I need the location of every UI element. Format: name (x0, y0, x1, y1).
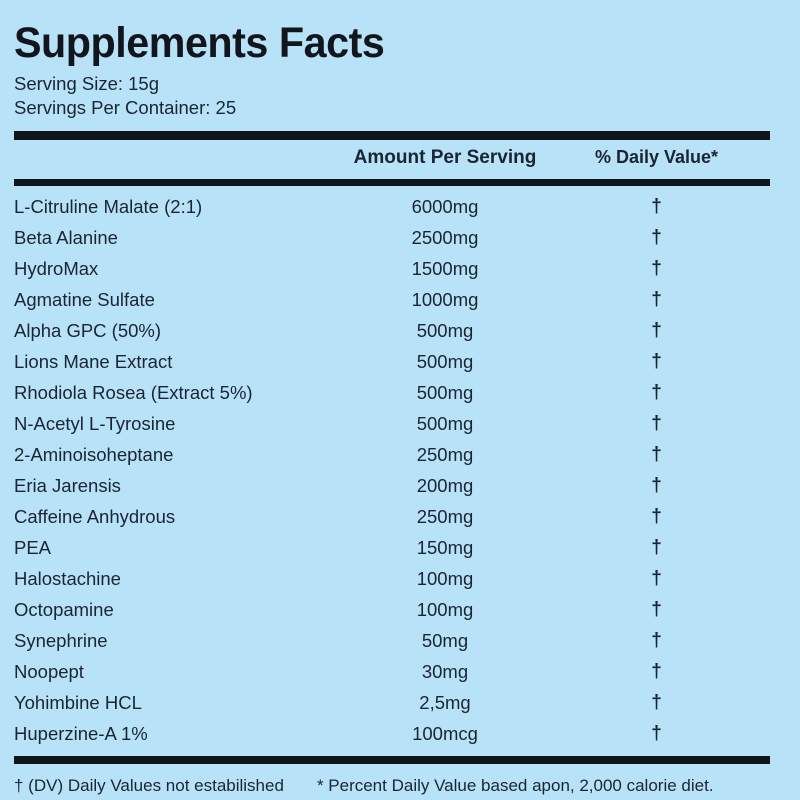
ingredient-row: Eria Jarensis 200mg † (14, 471, 770, 502)
ingredient-row: Beta Alanine 2500mg † (14, 223, 770, 254)
ingredient-list: L-Citruline Malate (2:1) 6000mg † Beta Alan… (14, 186, 770, 750)
ingredient-name: Noopept (14, 661, 84, 683)
ingredient-amount: 50mg (421, 630, 469, 652)
ingredient-amount: 250mg (416, 506, 474, 528)
ingredient-name: Eria Jarensis (14, 475, 121, 497)
ingredient-amount: 500mg (416, 351, 474, 373)
ingredient-daily-value: † (651, 227, 662, 249)
footnote-dagger: † (DV) Daily Values not estabilished (14, 775, 284, 795)
ingredient-name: Octopamine (14, 599, 114, 621)
ingredient-row: Huperzine-A 1% 100mcg † (14, 719, 770, 750)
serving-size-line: Serving Size: 15g (14, 73, 160, 94)
ingredient-daily-value: † (651, 692, 662, 714)
ingredient-name: Beta Alanine (14, 227, 118, 249)
column-header-amount-per-serving: Amount Per Serving (353, 146, 537, 168)
ingredient-row: HydroMax 1500mg † (14, 254, 770, 285)
ingredient-daily-value: † (651, 351, 662, 373)
ingredient-row: L-Citruline Malate (2:1) 6000mg † (14, 192, 770, 223)
ingredient-amount: 500mg (416, 382, 474, 404)
ingredient-name: Huperzine-A 1% (14, 723, 148, 745)
ingredient-amount: 100mg (416, 599, 474, 621)
rule-above-column-headers (14, 130, 770, 140)
ingredient-amount: 250mg (416, 444, 474, 466)
ingredient-name: Halostachine (14, 568, 121, 590)
ingredient-daily-value: † (651, 258, 662, 280)
ingredient-name: 2-Aminoisoheptane (14, 444, 174, 466)
rule-below-column-headers (14, 178, 770, 186)
footnote-row: † (DV) Daily Values not estabilished * P… (14, 764, 770, 796)
ingredient-row: 2-Aminoisoheptane 250mg † (14, 440, 770, 471)
ingredient-row: Halostachine 100mg † (14, 564, 770, 595)
ingredient-amount: 500mg (416, 320, 474, 342)
ingredient-row: Octopamine 100mg † (14, 595, 770, 626)
ingredient-daily-value: † (651, 568, 662, 590)
ingredient-daily-value: † (651, 506, 662, 528)
ingredient-row: N-Acetyl L-Tyrosine 500mg † (14, 409, 770, 440)
ingredient-amount: 500mg (416, 413, 474, 435)
ingredient-amount: 2,5mg (419, 692, 471, 714)
ingredient-daily-value: † (651, 289, 662, 311)
ingredient-amount: 150mg (416, 537, 474, 559)
ingredient-amount: 100mg (416, 568, 474, 590)
ingredient-row: Synephrine 50mg † (14, 626, 770, 657)
ingredient-daily-value: † (651, 444, 662, 466)
ingredient-name: HydroMax (14, 258, 99, 280)
ingredient-daily-value: † (651, 723, 662, 745)
ingredient-amount: 1000mg (411, 289, 479, 311)
ingredient-name: L-Citruline Malate (2:1) (14, 196, 203, 218)
ingredient-amount: 2500mg (411, 227, 479, 249)
ingredient-amount: 30mg (421, 661, 469, 683)
rule-above-footnotes (14, 755, 770, 764)
ingredient-row: Agmatine Sulfate 1000mg † (14, 285, 770, 316)
ingredient-name: PEA (14, 537, 52, 559)
ingredient-name: Caffeine Anhydrous (14, 506, 176, 528)
ingredient-daily-value: † (651, 630, 662, 652)
ingredient-row: Noopept 30mg † (14, 657, 770, 688)
ingredient-daily-value: † (651, 661, 662, 683)
ingredient-name: Alpha GPC (50%) (14, 320, 162, 342)
ingredient-amount: 6000mg (411, 196, 479, 218)
ingredient-amount: 200mg (416, 475, 474, 497)
ingredient-row: Alpha GPC (50%) 500mg † (14, 316, 770, 347)
ingredient-amount: 1500mg (411, 258, 479, 280)
ingredient-daily-value: † (651, 382, 662, 404)
footnote-asterisk: * Percent Daily Value based apon, 2,000 … (316, 775, 714, 795)
ingredient-daily-value: † (651, 320, 662, 342)
column-header-daily-value: % Daily Value* (594, 147, 719, 168)
ingredient-row: Yohimbine HCL 2,5mg † (14, 688, 770, 719)
ingredient-daily-value: † (651, 599, 662, 621)
servings-per-container-line: Servings Per Container: 25 (14, 97, 237, 119)
column-header-row: Amount Per Serving % Daily Value* (14, 140, 770, 176)
ingredient-row: Rhodiola Rosea (Extract 5%) 500mg † (14, 378, 770, 409)
ingredient-name: Agmatine Sulfate (14, 289, 155, 311)
ingredient-row: Caffeine Anhydrous 250mg † (14, 502, 770, 533)
ingredient-row: Lions Mane Extract 500mg † (14, 347, 770, 378)
ingredient-name: Synephrine (14, 630, 108, 652)
ingredient-name: Lions Mane Extract (14, 351, 173, 373)
ingredient-name: N-Acetyl L-Tyrosine (14, 413, 176, 435)
ingredient-row: PEA 150mg † (14, 533, 770, 564)
ingredient-name: Rhodiola Rosea (Extract 5%) (14, 382, 253, 404)
ingredient-daily-value: † (651, 475, 662, 497)
page-title: Supplements Facts (14, 19, 385, 67)
ingredient-amount: 100mcg (412, 723, 478, 745)
ingredient-daily-value: † (651, 413, 662, 435)
ingredient-daily-value: † (651, 196, 662, 218)
ingredient-name: Yohimbine HCL (14, 692, 142, 714)
ingredient-daily-value: † (651, 537, 662, 559)
